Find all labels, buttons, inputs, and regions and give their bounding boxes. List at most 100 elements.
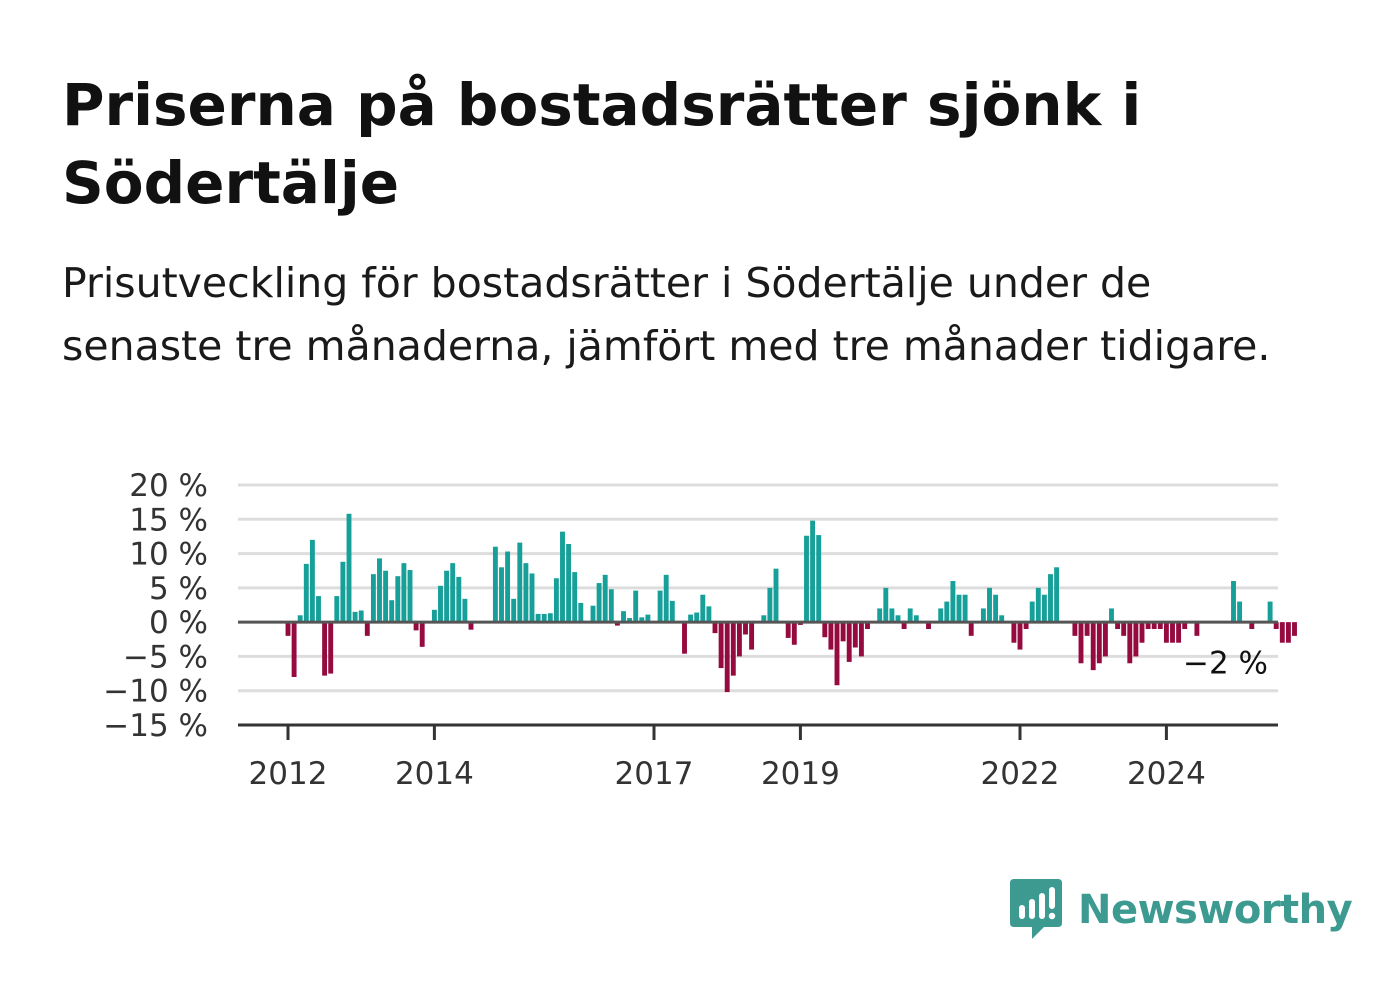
bar [1170, 622, 1175, 643]
bar [657, 590, 663, 623]
bar [322, 622, 328, 676]
bar [529, 573, 535, 623]
bar [334, 596, 340, 623]
bar [993, 594, 999, 623]
bar [980, 608, 986, 623]
bar [309, 539, 315, 623]
bar [492, 546, 498, 623]
bar [431, 609, 437, 623]
bar [499, 567, 504, 623]
bar [987, 587, 992, 623]
bar [1078, 622, 1084, 664]
bar [1023, 622, 1029, 629]
bar [316, 596, 321, 623]
bar [1249, 622, 1255, 629]
bar [633, 590, 639, 623]
bar [389, 600, 395, 623]
bar [541, 613, 547, 623]
bar [395, 576, 401, 623]
bar [877, 608, 883, 623]
bar [694, 612, 700, 623]
x-tick-label: 2019 [761, 756, 840, 792]
bar [346, 513, 352, 623]
bar [285, 622, 291, 636]
x-tick-label: 2022 [981, 756, 1060, 792]
bar [645, 614, 651, 623]
bar [560, 531, 565, 623]
bar [383, 570, 389, 623]
bars [285, 513, 1297, 693]
y-tick-label: 20 % [129, 468, 208, 504]
bar [1084, 622, 1090, 636]
bar [743, 622, 748, 635]
bar [602, 574, 608, 623]
bar [663, 574, 669, 623]
y-tick-label: −5 % [123, 639, 208, 675]
bar [1157, 622, 1163, 629]
y-tick-label: 15 % [129, 502, 208, 538]
bar [956, 594, 962, 623]
bar [303, 563, 309, 623]
bar [358, 610, 364, 623]
axes [238, 620, 1278, 740]
bar [1145, 622, 1151, 629]
bar [889, 608, 895, 623]
bar [926, 622, 931, 629]
bar [901, 622, 907, 629]
bar [535, 613, 541, 623]
bar [370, 574, 376, 623]
bar [590, 605, 596, 623]
bar [822, 622, 828, 638]
bar [700, 594, 706, 623]
bar [895, 615, 901, 623]
bar [1090, 622, 1096, 671]
bar [718, 622, 724, 669]
bar [944, 601, 950, 623]
bar [456, 576, 462, 623]
bar [791, 622, 797, 645]
bar [517, 542, 523, 623]
bar [907, 608, 913, 623]
bar [364, 622, 370, 636]
bar [773, 568, 779, 623]
bar [1279, 622, 1285, 643]
bar [1096, 622, 1102, 664]
bar [1194, 622, 1200, 636]
bar [401, 563, 407, 623]
x-tick-label: 2017 [615, 756, 694, 792]
x-tick-label: 2012 [249, 756, 328, 792]
bar [736, 622, 742, 657]
end-value-label: −2 % [1183, 645, 1268, 681]
bar [572, 572, 578, 623]
bar [1182, 622, 1188, 629]
bar [377, 558, 382, 623]
bar [352, 611, 358, 623]
bar [291, 622, 297, 677]
bar [468, 622, 474, 630]
bar [1048, 574, 1053, 623]
bar [328, 622, 334, 674]
bar [968, 622, 974, 636]
bar [938, 608, 944, 623]
bar [1109, 608, 1114, 623]
bar [553, 578, 559, 623]
bar [1072, 622, 1078, 636]
y-tick-label: 5 % [149, 571, 208, 607]
bar [688, 614, 694, 623]
bar [730, 622, 736, 676]
bar [828, 622, 834, 650]
bar [682, 622, 687, 654]
bar [767, 587, 773, 623]
bar [462, 598, 468, 623]
bar [1139, 622, 1145, 643]
bar [1176, 622, 1182, 643]
bar [1163, 622, 1169, 643]
y-tick-label: 0 % [149, 605, 208, 641]
bar [578, 602, 584, 623]
bar [712, 622, 718, 634]
bar [1237, 601, 1243, 623]
bar [340, 561, 346, 623]
bar [1054, 567, 1060, 623]
bar [834, 622, 840, 686]
bar [413, 622, 419, 631]
